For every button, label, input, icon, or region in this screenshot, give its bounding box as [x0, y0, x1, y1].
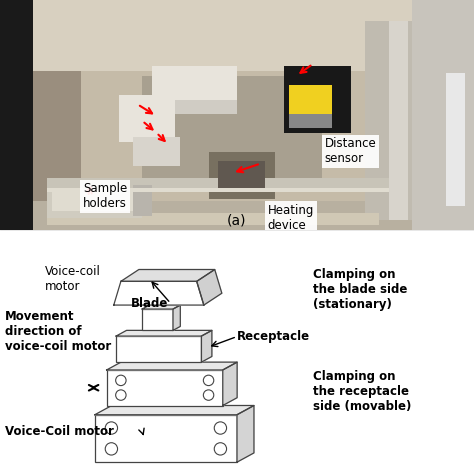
Text: Sample
holders: Sample holders — [83, 182, 127, 210]
Text: (a): (a) — [227, 213, 247, 228]
Bar — [107, 370, 223, 406]
Polygon shape — [114, 282, 204, 305]
Bar — [0, 0, 33, 230]
Bar — [95, 415, 237, 462]
Polygon shape — [142, 305, 180, 309]
Polygon shape — [121, 270, 215, 282]
Circle shape — [105, 443, 118, 455]
Bar — [152, 66, 237, 104]
Circle shape — [214, 443, 227, 455]
Bar — [47, 185, 142, 218]
Bar — [133, 137, 180, 166]
Text: Voice-coil
motor: Voice-coil motor — [45, 265, 101, 293]
Bar — [289, 85, 332, 114]
Bar — [142, 309, 173, 330]
Bar — [152, 100, 237, 114]
Text: Blade: Blade — [131, 297, 168, 310]
Polygon shape — [95, 406, 254, 415]
Bar — [284, 66, 351, 133]
Text: Receptacle: Receptacle — [237, 330, 310, 343]
Bar — [218, 161, 265, 190]
Bar — [365, 21, 412, 220]
Polygon shape — [223, 362, 237, 406]
Circle shape — [203, 390, 214, 400]
Bar — [142, 76, 322, 180]
Polygon shape — [107, 362, 237, 370]
Bar — [446, 73, 465, 206]
Polygon shape — [201, 330, 212, 362]
Polygon shape — [237, 406, 254, 462]
Bar — [47, 213, 379, 225]
Bar — [0, 0, 474, 230]
Bar — [389, 21, 408, 220]
Bar — [33, 201, 412, 230]
Text: Clamping on
the receptacle
side (movable): Clamping on the receptacle side (movable… — [313, 370, 411, 412]
Polygon shape — [116, 330, 212, 336]
Bar — [33, 0, 412, 71]
Circle shape — [105, 422, 118, 434]
Text: Voice-Coil motor: Voice-Coil motor — [5, 425, 114, 438]
Bar — [52, 192, 133, 211]
Text: Movement
direction of
voice-coil motor: Movement direction of voice-coil motor — [5, 310, 111, 353]
Bar — [47, 178, 389, 190]
Bar — [0, 230, 474, 474]
Text: Clamping on
the blade side
(stationary): Clamping on the blade side (stationary) — [313, 268, 407, 310]
Bar — [209, 152, 275, 199]
Bar — [289, 114, 332, 128]
Circle shape — [214, 422, 227, 434]
Bar — [116, 336, 201, 362]
Bar — [33, 0, 81, 230]
Bar — [118, 95, 175, 142]
Polygon shape — [197, 270, 222, 305]
Text: Distance
sensor: Distance sensor — [325, 137, 376, 165]
Polygon shape — [173, 305, 180, 330]
Circle shape — [116, 390, 126, 400]
Text: Heating
device: Heating device — [268, 204, 314, 232]
Circle shape — [203, 375, 214, 386]
Bar — [133, 185, 152, 216]
Circle shape — [116, 375, 126, 386]
Bar — [47, 188, 389, 192]
Bar — [412, 0, 474, 230]
